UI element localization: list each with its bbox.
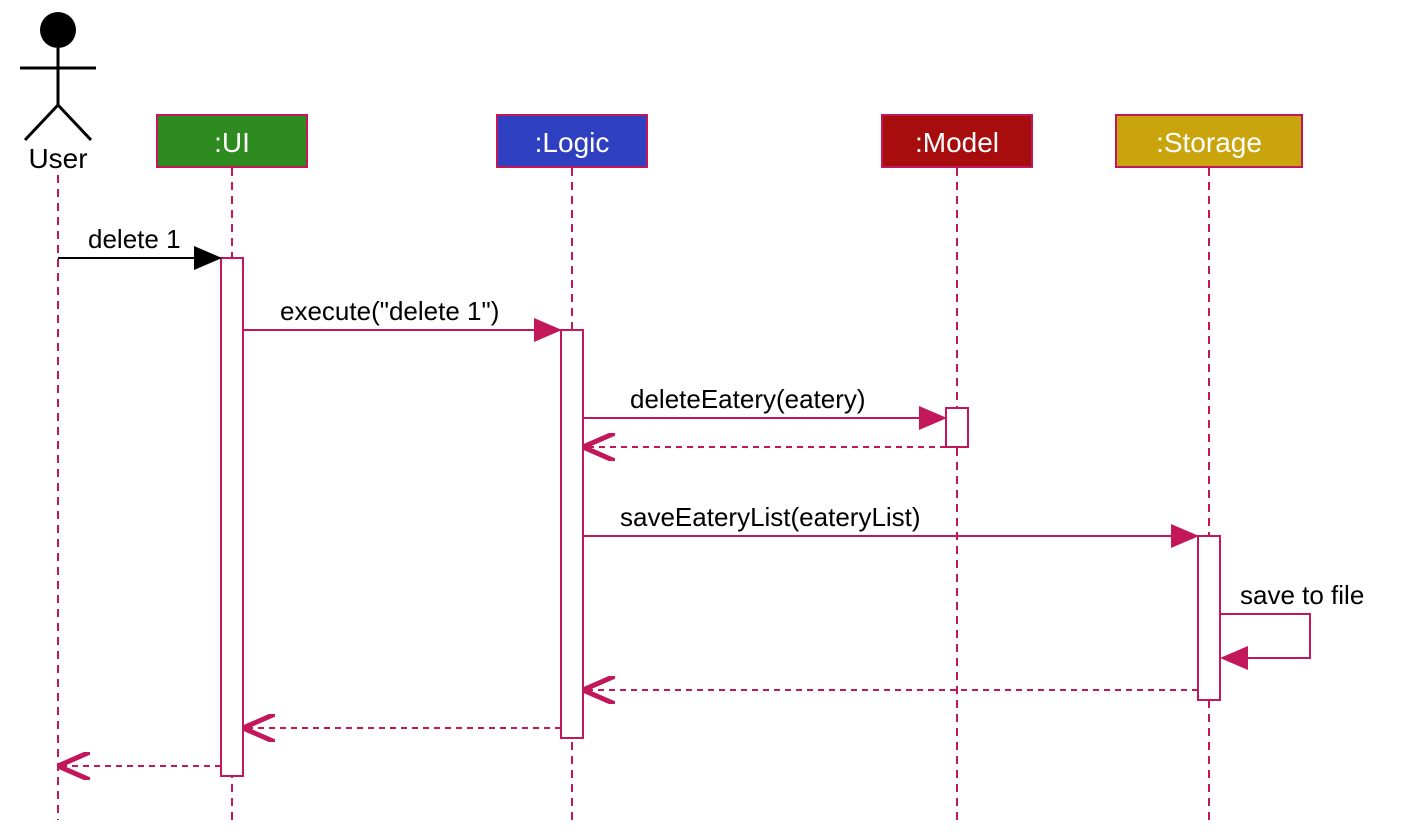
participant-logic: :Logic	[497, 115, 647, 167]
activation-ui	[221, 258, 243, 776]
message-save-eatery-list-label: saveEateryList(eateryList)	[620, 502, 921, 532]
participant-model: :Model	[882, 115, 1032, 167]
participant-storage-label: :Storage	[1156, 127, 1262, 158]
participant-storage: :Storage	[1116, 115, 1302, 167]
message-delete-eatery: deleteEatery(eatery)	[583, 384, 943, 418]
message-execute: execute("delete 1")	[243, 296, 558, 330]
message-save-to-file-label: save to file	[1240, 580, 1364, 610]
actor-user: User	[20, 12, 96, 174]
message-delete-1-label: delete 1	[88, 224, 181, 254]
participant-model-label: :Model	[915, 127, 999, 158]
activation-model	[946, 408, 968, 447]
message-save-to-file: save to file	[1220, 580, 1364, 658]
message-delete-1: delete 1	[58, 224, 218, 258]
activation-logic	[561, 330, 583, 738]
participant-ui: :UI	[157, 115, 307, 167]
actor-label: User	[28, 143, 87, 174]
sequence-diagram: User :UI :Logic :Model :Storage delete 1…	[0, 0, 1401, 834]
activation-storage	[1198, 536, 1220, 700]
message-save-eatery-list: saveEateryList(eateryList)	[583, 502, 1195, 536]
message-delete-eatery-label: deleteEatery(eatery)	[630, 384, 866, 414]
participant-logic-label: :Logic	[535, 127, 610, 158]
participant-ui-label: :UI	[214, 127, 250, 158]
message-execute-label: execute("delete 1")	[280, 296, 499, 326]
